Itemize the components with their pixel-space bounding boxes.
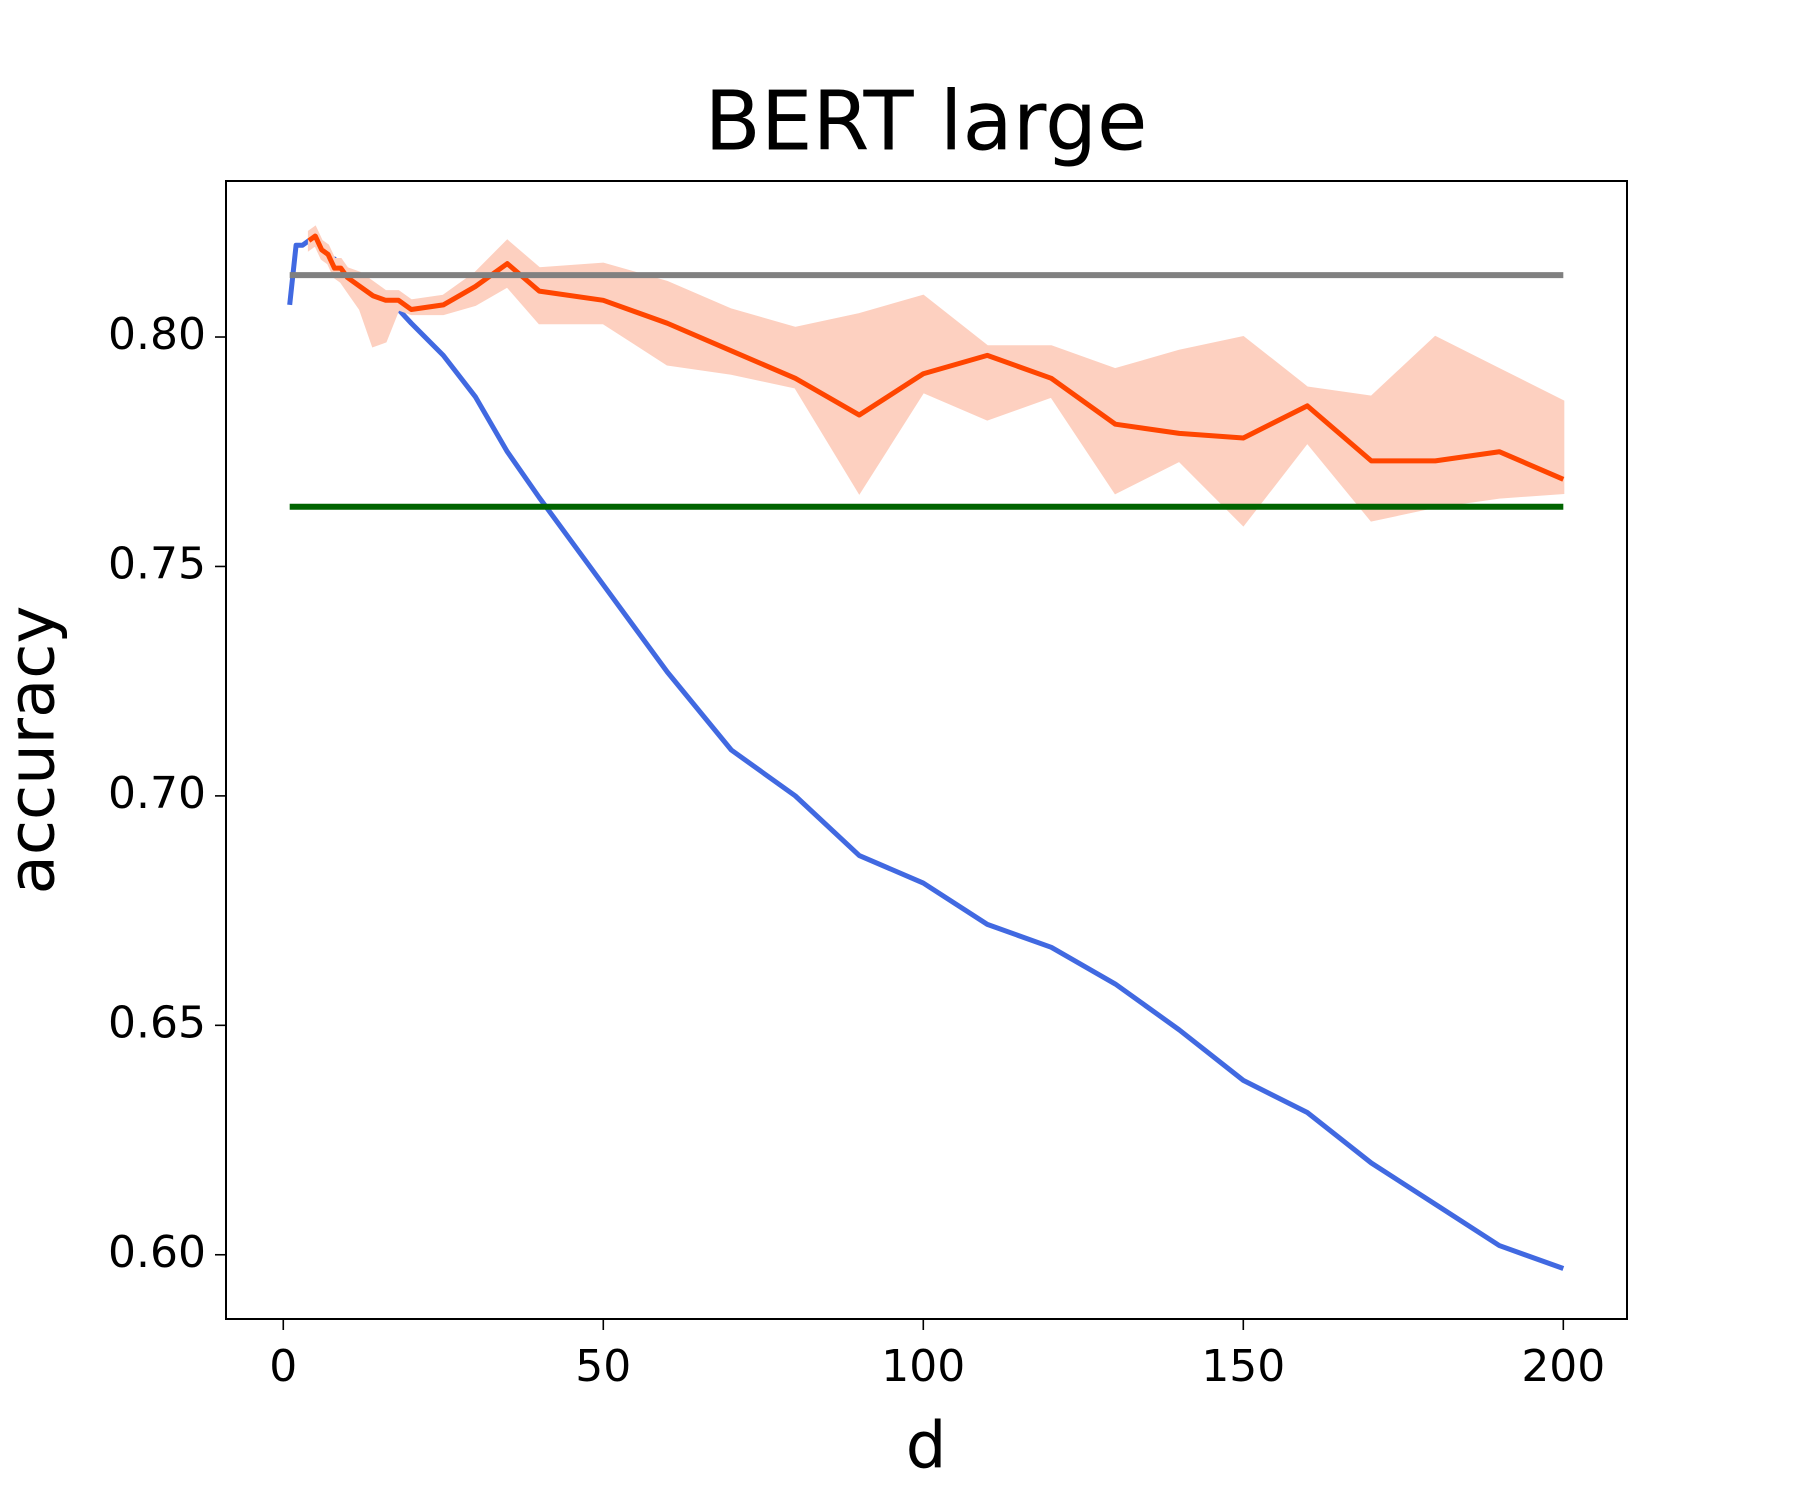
y-tick-label: 0.70 xyxy=(108,768,206,819)
error-band xyxy=(307,225,1565,527)
y-tick-label: 0.80 xyxy=(108,309,206,360)
chart-title: BERT large xyxy=(704,74,1147,169)
data-line xyxy=(307,233,1565,482)
y-tick-label: 0.65 xyxy=(108,997,206,1048)
x-tick-label: 100 xyxy=(881,1341,965,1392)
x-tick-label: 0 xyxy=(269,1341,297,1392)
x-tick-label: 50 xyxy=(575,1341,631,1392)
x-tick-label: 200 xyxy=(1521,1341,1605,1392)
x-axis-label: d xyxy=(906,1410,947,1484)
y-axis-label: accuracy xyxy=(0,606,70,895)
plot-frame xyxy=(225,180,1628,1320)
x-tick-label: 150 xyxy=(1201,1341,1285,1392)
y-tick-label: 0.60 xyxy=(108,1227,206,1278)
y-tick-label: 0.75 xyxy=(108,538,206,589)
